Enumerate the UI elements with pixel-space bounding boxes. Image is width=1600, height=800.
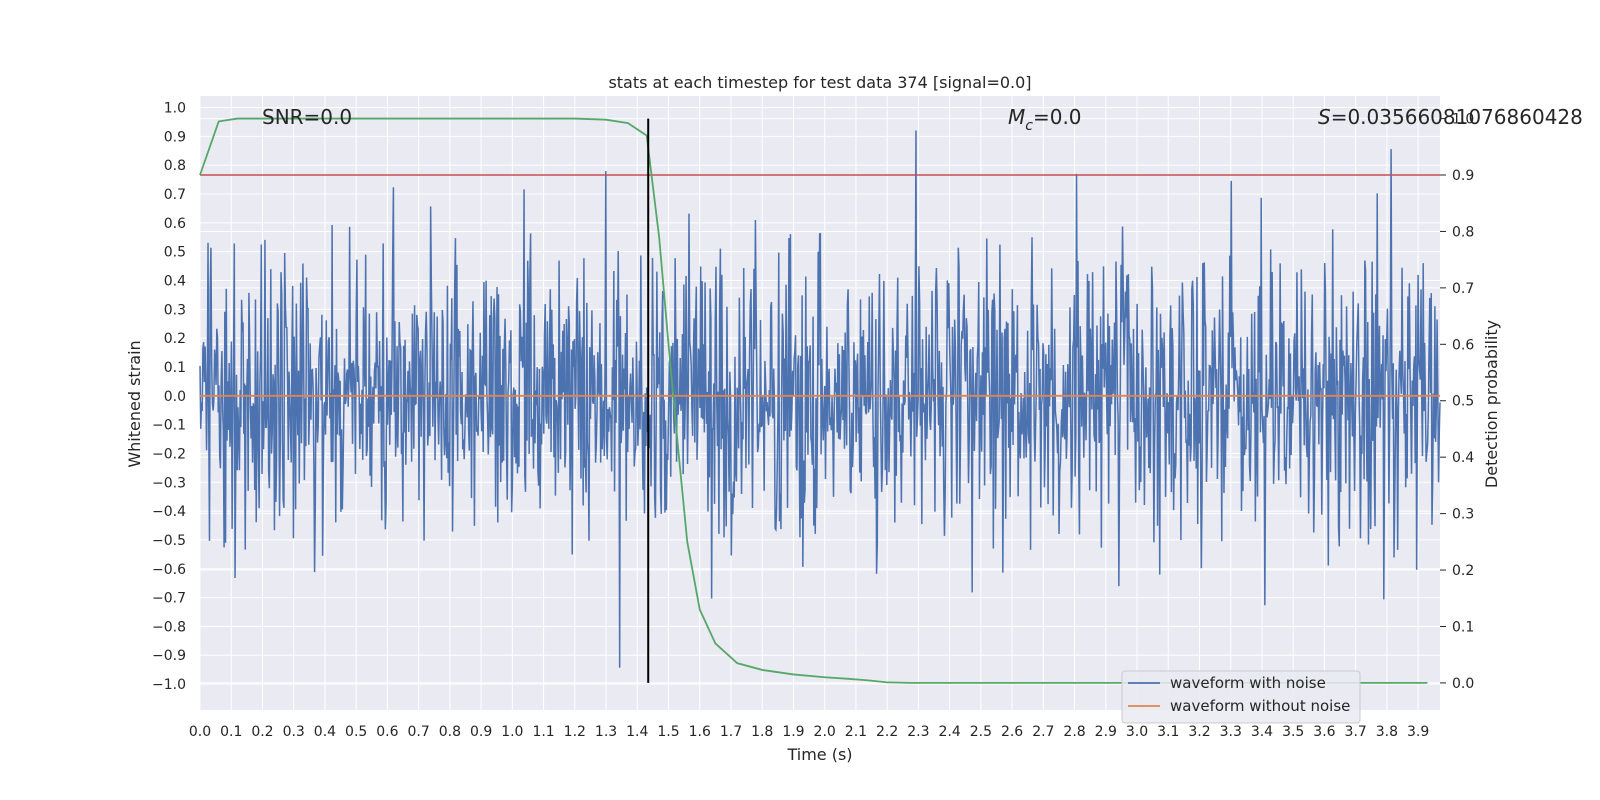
x-tick-label: 1.0	[501, 724, 523, 740]
mc-subscript: c	[1025, 118, 1033, 134]
x-tick-label: 3.9	[1407, 724, 1429, 740]
y-axis-ticks: 1.0 0.9 0.8 0.7 0.6 0.5 0.4 0.3 0.2 0.1 0.0 −0.1 −0.…	[152, 101, 186, 694]
mc-symbol: M	[1008, 105, 1025, 129]
chart-marks	[199, 117, 1441, 684]
y2-tick-label: 0.5	[1452, 394, 1474, 410]
legend: waveform with noise waveform without noi…	[1121, 670, 1361, 724]
y-tick-label: 0.5	[164, 245, 186, 261]
x-tick-label: 3.6	[1313, 724, 1335, 740]
s-symbol: S	[1318, 105, 1331, 129]
y-tick-label: −0.6	[152, 562, 186, 578]
y-tick-label: −0.7	[152, 591, 186, 607]
x-tick-label: 1.5	[657, 724, 679, 740]
y2-axis-label: Detection probability	[1482, 320, 1501, 488]
legend-label-clean: waveform without noise	[1170, 697, 1350, 715]
y-tick-label: −0.5	[152, 533, 186, 549]
x-tick-label: 3.5	[1282, 724, 1304, 740]
y2-tick-label: 0.1	[1452, 619, 1474, 635]
y-tick-label: −0.8	[152, 619, 186, 635]
x-tick-label: 2.8	[1063, 724, 1085, 740]
x-tick-label: 0.1	[220, 724, 242, 740]
x-tick-label: 3.1	[1157, 724, 1179, 740]
s-value: =0.03566081076860428	[1331, 105, 1583, 129]
x-tick-label: 1.7	[720, 724, 742, 740]
x-tick-label: 0.4	[314, 724, 336, 740]
y2-tick-label: 0.8	[1452, 224, 1474, 240]
y-tick-label: −0.2	[152, 446, 186, 462]
x-tick-label: 2.5	[970, 724, 992, 740]
y2-tick-label: 0.3	[1452, 507, 1474, 523]
y2-axis-ticks: 1.0 0.9 0.8 0.7 0.6 0.5 0.4 0.3 0.2 0.1 0.0	[1440, 112, 1474, 692]
x-tick-label: 3.4	[1251, 724, 1273, 740]
s-annotation: S=0.03566081076860428	[1318, 105, 1583, 129]
x-tick-label: 1.9	[782, 724, 804, 740]
legend-label-noisy: waveform with noise	[1170, 674, 1326, 692]
x-tick-label: 0.0	[189, 724, 211, 740]
y-tick-label: 0.6	[164, 216, 186, 232]
snr-annotation: SNR=0.0	[262, 105, 352, 129]
x-tick-label: 2.1	[845, 724, 867, 740]
mc-annotation: Mc=0.0	[1008, 105, 1082, 134]
x-tick-label: 0.5	[345, 724, 367, 740]
series-waveform-with-noise	[199, 130, 1441, 668]
x-tick-label: 1.2	[564, 724, 586, 740]
x-tick-label: 0.2	[251, 724, 273, 740]
y2-tick-label: 1.0	[1452, 112, 1474, 128]
y-tick-label: 0.9	[164, 129, 186, 145]
x-axis-label: Time (s)	[786, 745, 852, 764]
x-tick-label: 1.4	[626, 724, 648, 740]
y-tick-label: 0.4	[164, 273, 186, 289]
detection-probability-line	[199, 117, 1428, 684]
y2-tick-label: 0.9	[1452, 168, 1474, 184]
y-tick-label: −0.4	[152, 504, 186, 520]
x-tick-label: 2.2	[876, 724, 898, 740]
x-tick-label: 0.9	[470, 724, 492, 740]
chart-title: stats at each timestep for test data 374…	[608, 73, 1031, 92]
x-tick-label: 0.7	[408, 724, 430, 740]
x-tick-label: 2.9	[1095, 724, 1117, 740]
y-tick-label: −1.0	[152, 677, 186, 693]
x-tick-label: 0.8	[439, 724, 461, 740]
y-tick-label: −0.1	[152, 418, 186, 434]
x-tick-label: 2.0	[814, 724, 836, 740]
y2-tick-label: 0.2	[1452, 563, 1474, 579]
y2-tick-label: 0.7	[1452, 281, 1474, 297]
x-tick-label: 1.1	[532, 724, 554, 740]
y-tick-label: 0.2	[164, 331, 186, 347]
y-tick-label: 0.1	[164, 360, 186, 376]
x-tick-label: 0.6	[376, 724, 398, 740]
x-tick-label: 2.4	[938, 724, 960, 740]
x-tick-label: 1.8	[751, 724, 773, 740]
y2-tick-label: 0.0	[1452, 676, 1474, 692]
y-tick-label: 0.8	[164, 158, 186, 174]
y-tick-label: 0.0	[164, 389, 186, 405]
x-tick-label: 2.7	[1032, 724, 1054, 740]
legend-box	[1121, 670, 1361, 724]
x-tick-label: 0.3	[283, 724, 305, 740]
x-tick-label: 3.0	[1126, 724, 1148, 740]
x-tick-label: 3.7	[1345, 724, 1367, 740]
x-tick-label: 3.8	[1376, 724, 1398, 740]
x-tick-label: 2.6	[1001, 724, 1023, 740]
x-tick-label: 3.2	[1188, 724, 1210, 740]
y-tick-label: 0.3	[164, 302, 186, 318]
y-tick-label: 1.0	[164, 101, 186, 117]
y-tick-label: −0.9	[152, 648, 186, 664]
y2-tick-label: 0.4	[1452, 450, 1474, 466]
y-axis-label: Whitened strain	[125, 340, 144, 467]
y-tick-label: 0.7	[164, 187, 186, 203]
x-tick-label: 3.3	[1220, 724, 1242, 740]
x-tick-label: 2.3	[907, 724, 929, 740]
y2-tick-label: 0.6	[1452, 337, 1474, 353]
y-tick-label: −0.3	[152, 475, 186, 491]
mc-value: =0.0	[1033, 105, 1082, 129]
x-tick-label: 1.6	[689, 724, 711, 740]
x-axis-ticks: 0.0 0.1 0.2 0.3 0.4 0.5 0.6 0.7 0.8 0.9 1.0 1.1 1.2 1…	[189, 724, 1429, 740]
x-tick-label: 1.3	[595, 724, 617, 740]
